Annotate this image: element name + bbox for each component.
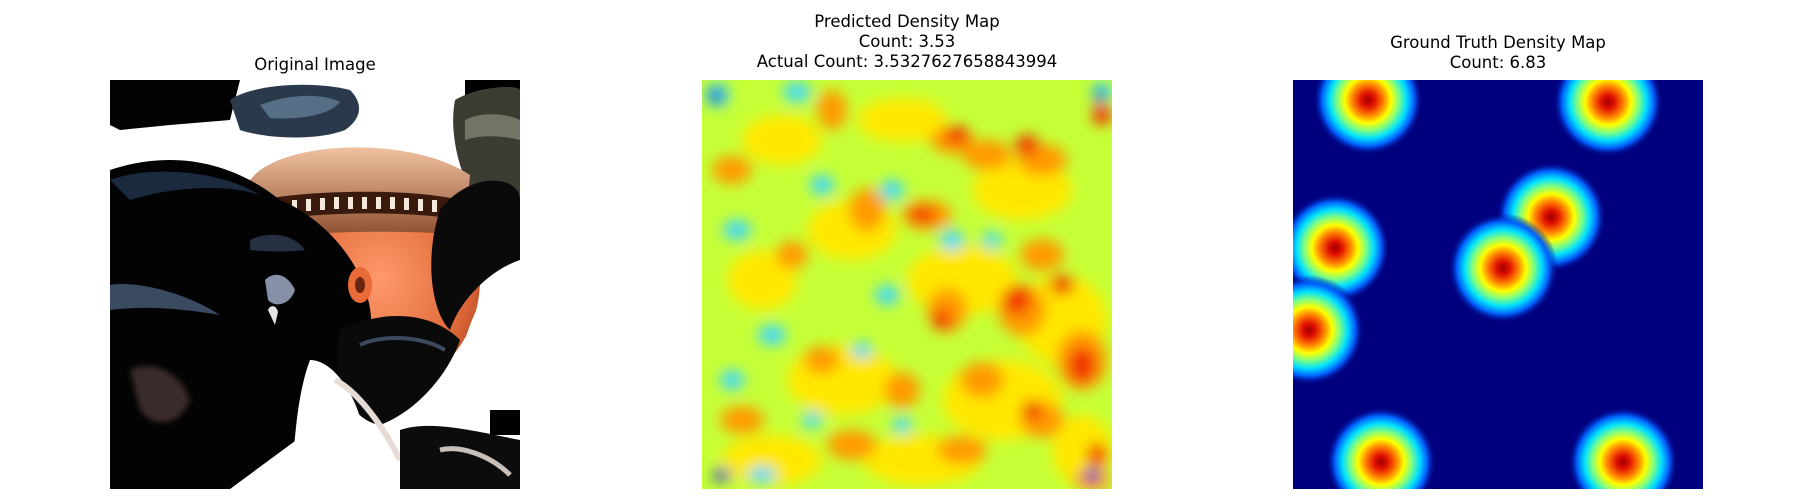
panel-title: Ground Truth Density Map Count: 6.83 [1293,33,1703,73]
predicted-heatmap [702,80,1112,489]
gt-blob [1293,275,1364,385]
ground-truth-heatmap [1293,80,1703,489]
panel-predicted-density: Predicted Density Map Count: 3.53 Actual… [702,0,1112,500]
gt-blob [1326,407,1436,489]
panel-title: Original Image [110,55,520,75]
predicted-density-map [702,80,1112,489]
title-line: Ground Truth Density Map [1390,33,1606,52]
title-line-count: Count: 3.53 [858,32,956,51]
title-line: Original Image [254,55,376,74]
ground-truth-density-map [1293,80,1703,489]
panel-title: Predicted Density Map Count: 3.53 Actual… [702,12,1112,72]
original-image [110,80,520,489]
panel-ground-truth-density: Ground Truth Density Map Count: 6.83 [1293,0,1703,500]
gt-blob [1293,193,1390,303]
title-line: Predicted Density Map [814,12,1000,31]
panel-original-image: Original Image [110,0,520,500]
title-line-count: Count: 6.83 [1449,53,1547,72]
title-line-actual-count: Actual Count: 3.5327627658843994 [756,52,1058,71]
gt-blob [1448,213,1558,323]
gt-blob [1553,80,1663,157]
crowd-photo [110,80,520,489]
gt-blob [1313,80,1423,155]
gt-blob [1568,407,1678,489]
